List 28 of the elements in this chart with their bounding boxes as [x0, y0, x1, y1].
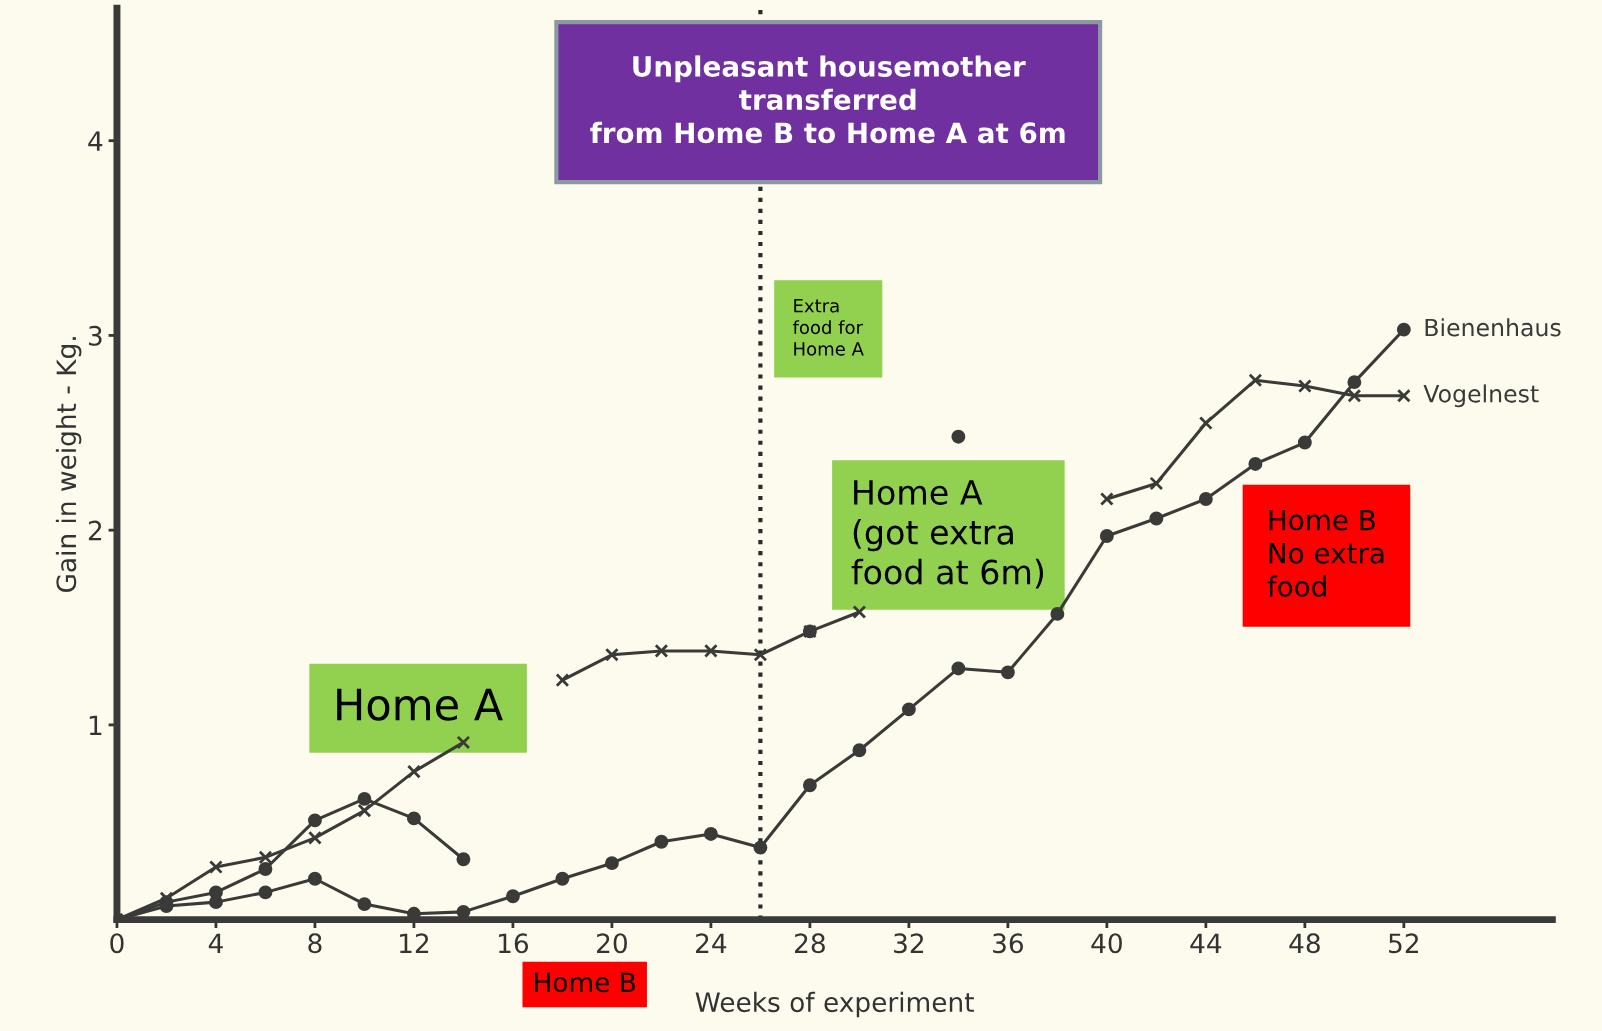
x-tick-label: 44 — [1190, 933, 1222, 953]
y-tick-label: 2 — [88, 520, 102, 541]
x-tick-label: 32 — [894, 933, 924, 954]
annotation: Unpleasant housemother transferred from Home B to Home A at 6m — [590, 55, 1065, 144]
x-tick-label: 28 — [795, 933, 825, 954]
series-label: Vogelnest — [1423, 384, 1539, 408]
x-tick-label: 48 — [1289, 933, 1320, 954]
y-tick-label: 4 — [88, 131, 103, 151]
y-tick-label: 1 — [89, 715, 102, 735]
x-tick-label: 36 — [993, 933, 1024, 954]
x-tick-label: 4 — [208, 933, 223, 953]
x-tick-label: 16 — [499, 933, 529, 954]
x-axis-title: Weeks of experiment — [695, 991, 974, 1018]
series-label: Bienenhaus — [1425, 318, 1561, 337]
x-tick-label: 24 — [696, 933, 727, 953]
x-tick-label: 52 — [1389, 933, 1418, 954]
annotation: Home A (got extra food at 6m) — [851, 480, 1044, 589]
y-tick-label: 3 — [88, 325, 102, 346]
annotation: Extra food for Home A — [792, 299, 864, 356]
x-tick-label: 8 — [308, 933, 322, 954]
text: Home B — [535, 972, 636, 993]
annotation: Home B No extra food — [1267, 509, 1384, 597]
x-tick-label: 40 — [1091, 933, 1122, 954]
y-axis-title: Gain in weight - Kg. — [55, 337, 82, 593]
annotation: Home A — [337, 688, 503, 721]
x-tick-label: 20 — [597, 933, 627, 954]
x-tick-label: 0 — [110, 933, 124, 954]
x-tick-label: 12 — [400, 933, 429, 953]
